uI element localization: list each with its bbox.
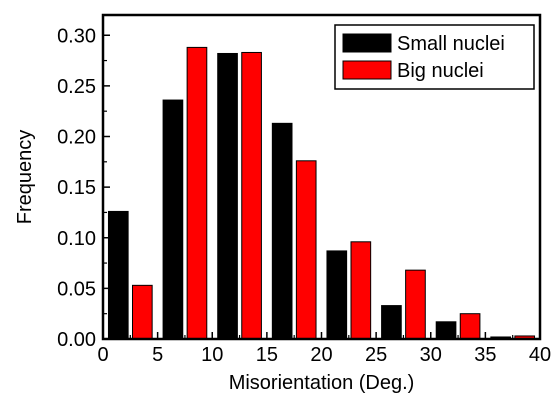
x-tick-label: 25 bbox=[365, 344, 387, 366]
bar-big-nuclei-1 bbox=[186, 46, 208, 340]
x-tick-label: 10 bbox=[201, 344, 223, 366]
legend-swatch-small-nuclei bbox=[342, 33, 392, 53]
x-tick-label: 40 bbox=[529, 344, 551, 366]
legend-label-big-nuclei: Big nuclei bbox=[397, 60, 484, 82]
y-tick-label: 0.30 bbox=[57, 25, 96, 47]
y-tick-label: 0.10 bbox=[57, 228, 96, 250]
bar-small-nuclei-5 bbox=[381, 305, 402, 340]
y-tick-label: 0.00 bbox=[57, 329, 96, 351]
bar-big-nuclei-0 bbox=[131, 284, 153, 340]
bar-big-nuclei-2 bbox=[241, 51, 262, 340]
ticks-group: 0 5 10 15 20 25 30 35 40 0.00 0.05 0.10 0.15 0.20 0.25… bbox=[57, 25, 551, 366]
y-tick-label: 0.20 bbox=[57, 127, 96, 149]
y-axis-label: Frequency bbox=[14, 130, 36, 225]
bar-small-nuclei-3 bbox=[271, 122, 293, 340]
bar-big-nuclei-4 bbox=[350, 241, 372, 340]
bar-small-nuclei-1 bbox=[162, 99, 184, 340]
x-tick-label: 20 bbox=[310, 344, 332, 366]
bar-small-nuclei-6 bbox=[435, 321, 457, 340]
bar-big-nuclei-5 bbox=[405, 269, 426, 340]
bar-big-nuclei-3 bbox=[295, 160, 317, 340]
bars-group bbox=[107, 46, 536, 340]
bar-small-nuclei-4 bbox=[326, 250, 348, 340]
legend-label-small-nuclei: Small nuclei bbox=[397, 33, 505, 55]
bar-small-nuclei-0 bbox=[107, 210, 129, 340]
x-axis-label: Misorientation (Deg.) bbox=[229, 372, 415, 394]
y-tick-label: 0.15 bbox=[57, 177, 96, 199]
bar-small-nuclei-2 bbox=[217, 52, 238, 340]
x-tick-label: 15 bbox=[256, 344, 278, 366]
y-tick-label: 0.05 bbox=[57, 278, 96, 300]
x-tick-label: 5 bbox=[152, 344, 163, 366]
x-tick-label: 30 bbox=[420, 344, 442, 366]
legend: Small nuclei Big nuclei bbox=[334, 24, 535, 90]
y-tick-label: 0.25 bbox=[57, 76, 96, 98]
x-tick-label: 0 bbox=[97, 344, 108, 366]
legend-swatch-big-nuclei bbox=[342, 60, 392, 80]
bar-big-nuclei-6 bbox=[459, 313, 481, 340]
x-tick-label: 35 bbox=[474, 344, 496, 366]
